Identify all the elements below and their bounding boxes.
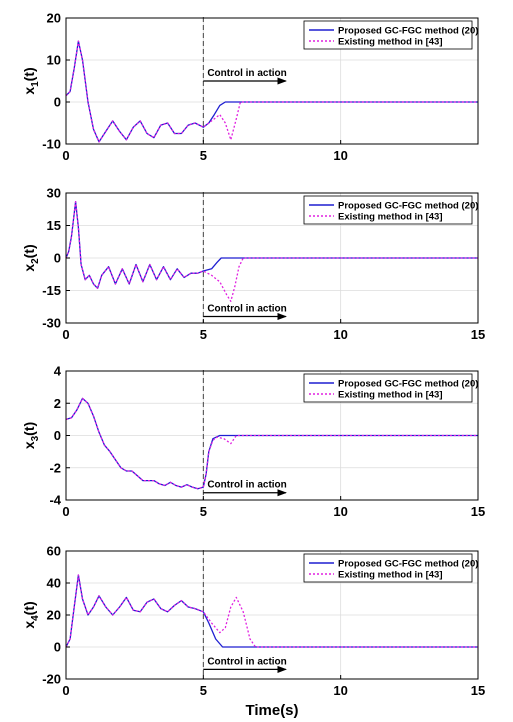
series-line-2 xyxy=(65,574,478,648)
legend-box xyxy=(303,20,473,50)
axes-frame xyxy=(65,17,479,145)
y-tick-label: 60 xyxy=(47,544,61,559)
y-axis-label: x1(t) xyxy=(21,67,41,94)
y-tick-label: 30 xyxy=(47,186,61,201)
y-tick-label: -15 xyxy=(42,283,61,298)
x-tick-label: 10 xyxy=(333,148,347,163)
legend: Proposed GC-FGC method (20)Existing meth… xyxy=(303,195,478,225)
y-tick-label: 0 xyxy=(54,428,61,443)
y-tick-label: 15 xyxy=(47,218,61,233)
y-tick-label: -2 xyxy=(49,460,61,475)
x-tick-label: 15 xyxy=(471,327,485,342)
y-tick-label: 4 xyxy=(54,364,62,379)
x-tick-label: 5 xyxy=(200,683,207,698)
y-tick-label: 0 xyxy=(54,95,61,110)
legend: Proposed GC-FGC method (20)Existing meth… xyxy=(303,20,478,50)
y-tick-label: 20 xyxy=(47,11,61,26)
x-tick-label: 10 xyxy=(333,327,347,342)
subplot-3: -4 -2 0 2 4 0 5 10 15 x3(t) Control in action Propo… xyxy=(21,364,485,520)
x-tick-label: 0 xyxy=(62,683,69,698)
y-tick-label: -30 xyxy=(42,316,61,331)
x-tick-label: 15 xyxy=(471,504,485,519)
legend-entry: Proposed GC-FGC method (20) xyxy=(338,26,478,37)
legend-box xyxy=(303,373,473,403)
x-axis-label: Time(s) xyxy=(245,702,298,719)
annotation-label: Control in action xyxy=(207,480,286,491)
x-tick-label: 0 xyxy=(62,504,69,519)
legend-box xyxy=(303,195,473,225)
legend-entry: Proposed GC-FGC method (20) xyxy=(338,379,478,390)
series-line-2 xyxy=(65,40,478,143)
y-tick-label: -20 xyxy=(42,672,61,687)
y-axis-label: x2(t) xyxy=(21,244,41,271)
subplot-2: -30 -15 0 15 30 0 5 10 15 x2(t) Control in action P… xyxy=(21,186,485,343)
annotation-label: Control in action xyxy=(207,68,286,79)
y-tick-label: 0 xyxy=(54,640,61,655)
y-tick-label: 10 xyxy=(47,53,61,68)
y-tick-label: -10 xyxy=(42,137,61,152)
x-tick-label: 5 xyxy=(200,327,207,342)
annotation-label: Control in action xyxy=(207,656,286,667)
y-tick-label: 2 xyxy=(54,396,61,411)
legend-box xyxy=(303,553,473,583)
x-tick-label: 10 xyxy=(333,504,347,519)
legend-entry: Existing method in [43] xyxy=(338,212,443,223)
series-line-2 xyxy=(65,397,478,490)
x-tick-label: 5 xyxy=(200,504,207,519)
legend-entry: Proposed GC-FGC method (20) xyxy=(338,559,478,570)
series-line-2 xyxy=(65,201,478,302)
x-tick-label: 15 xyxy=(471,683,485,698)
y-tick-label: -4 xyxy=(49,493,61,508)
annotation-label: Control in action xyxy=(207,304,286,315)
legend-entry: Existing method in [43] xyxy=(338,390,443,401)
y-tick-label: 40 xyxy=(47,576,61,591)
legend: Proposed GC-FGC method (20)Existing meth… xyxy=(303,373,478,403)
legend-entry: Existing method in [43] xyxy=(338,570,443,581)
y-axis-label: x4(t) xyxy=(21,601,41,628)
y-tick-label: 0 xyxy=(54,251,61,266)
legend-entry: Proposed GC-FGC method (20) xyxy=(338,201,478,212)
x-tick-label: 0 xyxy=(62,148,69,163)
x-tick-label: 10 xyxy=(333,683,347,698)
x-tick-label: 5 xyxy=(200,148,207,163)
y-axis-label: x3(t) xyxy=(21,422,41,449)
y-tick-label: 20 xyxy=(47,608,61,623)
legend-entry: Existing method in [43] xyxy=(338,37,443,48)
x-tick-label: 0 xyxy=(62,327,69,342)
legend: Proposed GC-FGC method (20)Existing meth… xyxy=(303,553,478,583)
